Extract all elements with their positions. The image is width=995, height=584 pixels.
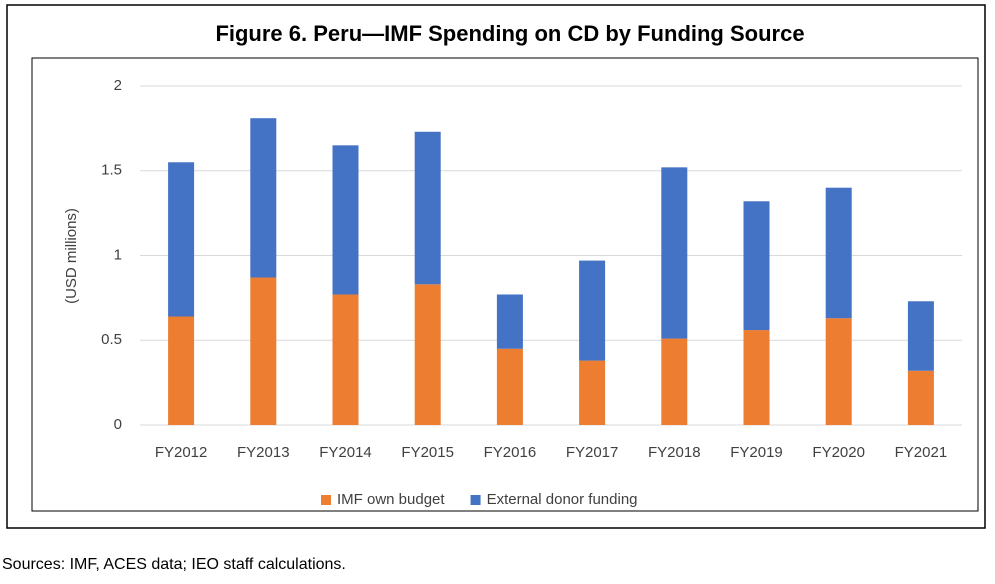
bar-segment: [332, 145, 359, 295]
bar-segment: [825, 318, 852, 425]
legend-label: External donor funding: [487, 491, 638, 508]
bar-segment: [496, 294, 523, 349]
y-tick-label: 1: [114, 246, 122, 263]
x-tick-label: FY2013: [237, 444, 290, 461]
bar-segment: [661, 338, 688, 425]
y-axis-label: (USD millions): [63, 208, 80, 304]
legend-label: IMF own budget: [337, 491, 445, 508]
x-tick-label: FY2012: [155, 444, 208, 461]
bar-segment: [168, 162, 195, 317]
bar-segment: [168, 316, 195, 425]
outer-frame: [6, 4, 986, 529]
x-tick-label: FY2014: [319, 444, 372, 461]
bar-segment: [825, 187, 852, 319]
x-tick-label: FY2017: [566, 444, 619, 461]
legend-swatch: [470, 495, 481, 505]
y-tick-label: 0.5: [101, 331, 122, 348]
plot-frame: [31, 57, 979, 512]
y-tick-label: 2: [114, 77, 122, 94]
bar-segment: [579, 260, 606, 361]
y-tick-label: 1.5: [101, 162, 122, 179]
legend-swatch: [321, 495, 331, 505]
x-tick-label: FY2021: [895, 444, 948, 461]
source-note: Sources: IMF, ACES data; IEO staff calcu…: [2, 556, 346, 573]
bar-segment: [250, 118, 277, 278]
x-tick-label: FY2019: [730, 444, 783, 461]
x-tick-label: FY2020: [812, 444, 865, 461]
bar-segment: [332, 294, 359, 425]
bar-segment: [743, 330, 770, 425]
bar-segment: [414, 284, 441, 425]
bar-segment: [496, 348, 523, 425]
bar-segment: [250, 277, 277, 425]
chart-title: Figure 6. Peru—IMF Spending on CD by Fun…: [215, 21, 804, 46]
bar-segment: [907, 370, 934, 425]
bar-segment: [579, 360, 606, 425]
bar-segment: [414, 131, 441, 285]
bar-segment: [743, 201, 770, 331]
bar-segment: [907, 301, 934, 371]
bar-segment: [661, 167, 688, 339]
x-tick-label: FY2015: [401, 444, 454, 461]
y-tick-label: 0: [114, 416, 122, 433]
x-tick-label: FY2016: [484, 444, 537, 461]
x-tick-label: FY2018: [648, 444, 701, 461]
